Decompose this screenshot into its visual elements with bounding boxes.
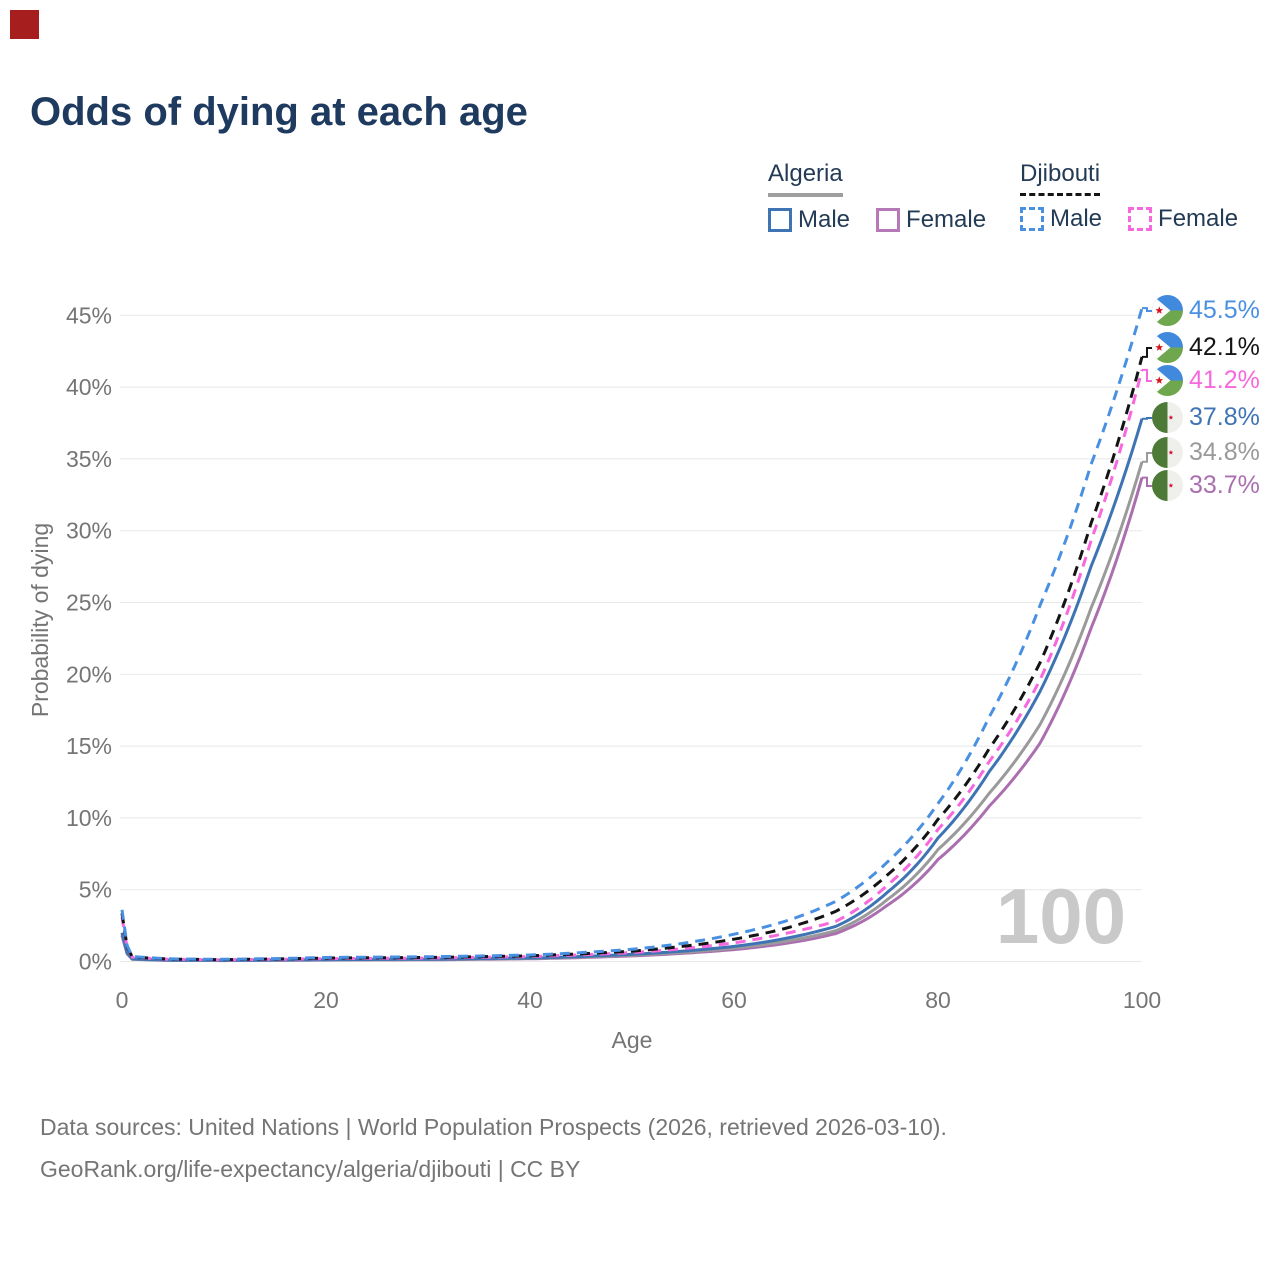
legend-item-djibouti-male[interactable]: Male xyxy=(1020,205,1102,233)
legend-header-algeria: Algeria xyxy=(768,160,843,197)
x-tick-label: 80 xyxy=(925,987,951,1013)
legend-label-djibouti-female: Female xyxy=(1158,205,1239,232)
x-tick-label: 40 xyxy=(517,987,543,1013)
end-label-connector-djibouti-both-sexes xyxy=(1142,347,1152,358)
series-line-algeria-female[interactable] xyxy=(120,477,1144,963)
legend-swatch-algeria-female xyxy=(876,208,901,232)
x-axis-title: Age xyxy=(612,1027,653,1053)
legend-swatch-algeria-male xyxy=(768,208,792,232)
y-tick-label: 0% xyxy=(79,949,112,975)
y-tick-label: 10% xyxy=(66,805,112,831)
y-axis-title: Probability of dying xyxy=(27,523,53,717)
x-tick-label: 60 xyxy=(721,987,747,1013)
end-label-connector-algeria-male xyxy=(1142,417,1152,420)
source-note-line1: Data sources: United Nations | World Pop… xyxy=(40,1114,947,1140)
end-label-connector-djibouti-male xyxy=(1142,307,1152,312)
x-tick-label: 100 xyxy=(1123,987,1161,1013)
series-line-djibouti-male[interactable] xyxy=(120,307,1144,961)
y-tick-label: 35% xyxy=(66,446,112,472)
legend-label-djibouti-male: Male xyxy=(1050,205,1103,232)
legend-label-algeria-female: Female xyxy=(906,206,987,233)
legend-label-algeria-male: Male xyxy=(798,206,851,233)
y-tick-label: 45% xyxy=(66,302,112,328)
legend-header-djibouti: Djibouti xyxy=(1020,160,1101,196)
red-marker-square xyxy=(10,10,39,39)
legend-swatch-djibouti-female xyxy=(1128,207,1153,231)
y-tick-label: 20% xyxy=(66,661,112,687)
age-watermark: 100 xyxy=(996,872,1126,960)
source-note: Data sources: United Nations | World Pop… xyxy=(40,1106,947,1190)
y-tick-label: 30% xyxy=(66,518,112,544)
legend-row-djibouti: Male Female xyxy=(1020,205,1238,233)
end-label-connector-djibouti-female xyxy=(1142,368,1152,382)
legend-group-djibouti: Djibouti Male Female xyxy=(1020,160,1238,233)
legend-group-algeria: Algeria Male Female xyxy=(768,160,986,234)
end-label-connector-algeria-female xyxy=(1142,476,1152,487)
legend-item-algeria-female[interactable]: Female xyxy=(876,206,986,234)
legend-item-djibouti-female[interactable]: Female xyxy=(1128,205,1238,233)
y-tick-label: 15% xyxy=(66,733,112,759)
series-line-djibouti-female[interactable] xyxy=(120,369,1144,962)
series-line-algeria-male[interactable] xyxy=(120,418,1144,962)
x-tick-label: 0 xyxy=(116,987,129,1013)
y-tick-label: 40% xyxy=(66,374,112,400)
legend-item-algeria-male[interactable]: Male xyxy=(768,206,850,234)
series-line-algeria-both-sexes[interactable] xyxy=(120,461,1144,962)
y-tick-label: 5% xyxy=(79,877,112,903)
source-note-line2: GeoRank.org/life-expectancy/algeria/djib… xyxy=(40,1156,581,1182)
end-label-connector-algeria-both-sexes xyxy=(1142,452,1152,463)
legend-swatch-djibouti-male xyxy=(1020,207,1044,231)
x-tick-label: 20 xyxy=(313,987,339,1013)
gridlines: 0% 5% 10% 15% 20% 25% 30% 35% 40% 45% xyxy=(66,302,1142,975)
legend-row-algeria: Male Female xyxy=(768,206,986,234)
series-line-djibouti-both-sexes[interactable] xyxy=(120,356,1144,962)
y-tick-label: 25% xyxy=(66,590,112,616)
page-title: Odds of dying at each age xyxy=(30,90,528,134)
